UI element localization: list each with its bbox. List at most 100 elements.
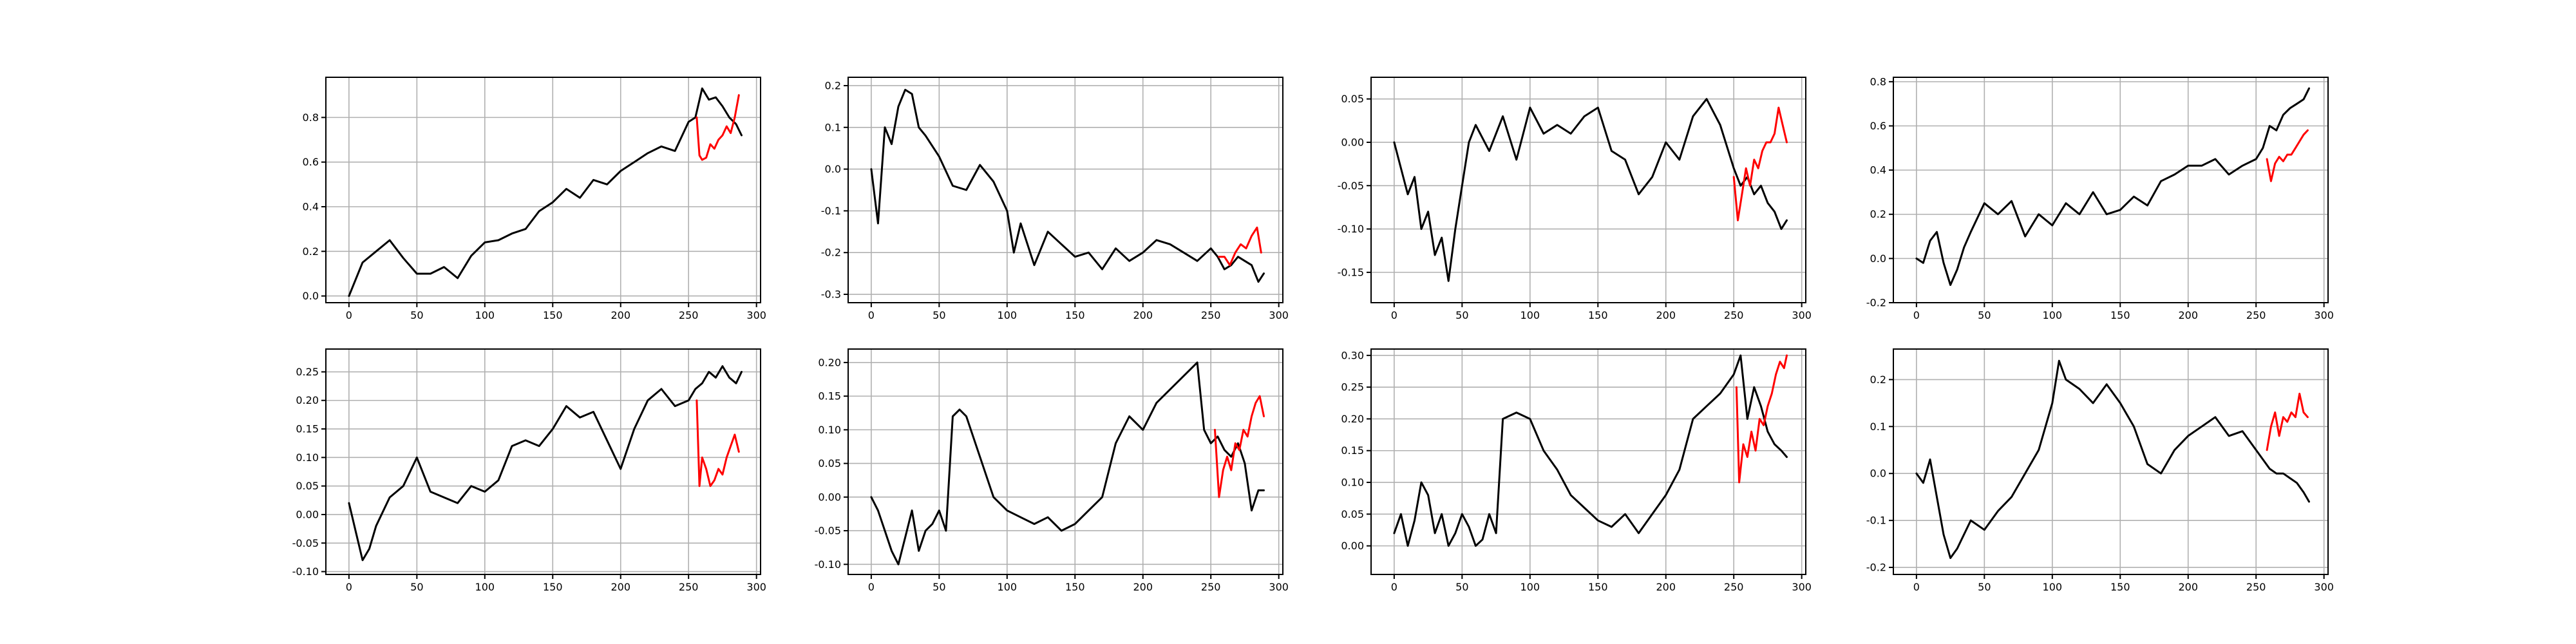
series-line-black bbox=[348, 365, 743, 562]
x-tick-label: 100 bbox=[998, 309, 1018, 321]
y-tick-label: 0.20 bbox=[296, 394, 319, 406]
series-line-red bbox=[1214, 395, 1265, 498]
x-tick-label: 0 bbox=[868, 581, 875, 593]
series-line-red bbox=[2266, 129, 2309, 182]
x-tick-label: 50 bbox=[933, 309, 945, 321]
series-line-red bbox=[1218, 226, 1262, 267]
y-tick-label: -0.1 bbox=[821, 205, 841, 217]
x-tick-label: 50 bbox=[1455, 581, 1468, 593]
x-tick-label: 250 bbox=[679, 581, 699, 593]
y-tick-label: 0.05 bbox=[1341, 508, 1364, 520]
subplot-7: 0 50 100 150 200 250 300 0.00 0.05 0.10 0.15 0.20 0.… bbox=[1341, 348, 1812, 593]
subplot-6: 0 50 100 150 200 250 300 -0.10 -0.05 0.00 0.05 0.10… bbox=[815, 348, 1289, 593]
subplot-2: 0 50 100 150 200 250 300 -0.3 -0.2 -0.1 0.0 0.1 0.2 bbox=[821, 77, 1289, 321]
y-tick-label: -0.10 bbox=[292, 565, 319, 578]
y-tick-label: 0.2 bbox=[303, 245, 319, 258]
y-tick-label: -0.15 bbox=[1338, 266, 1364, 278]
y-tick-label: -0.2 bbox=[1866, 562, 1886, 574]
x-tick-label: 300 bbox=[1792, 581, 1812, 593]
y-tick-label: -0.3 bbox=[821, 289, 841, 301]
x-tick-label: 150 bbox=[1588, 309, 1608, 321]
series-line-black bbox=[1393, 354, 1788, 547]
y-tick-label: 0.0 bbox=[303, 290, 319, 302]
y-tick-label: 0.2 bbox=[1870, 374, 1886, 386]
x-tick-label: 100 bbox=[2043, 309, 2063, 321]
subplot-3: 0 50 100 150 200 250 300 -0.15 -0.10 -0.05 0.00 0.0… bbox=[1338, 77, 1812, 321]
y-tick-label: 0.00 bbox=[1341, 136, 1364, 148]
y-tick-label: 0.0 bbox=[1870, 252, 1886, 265]
x-tick-label: 150 bbox=[1065, 581, 1085, 593]
y-tick-label: 0.00 bbox=[1341, 540, 1364, 552]
axes-frame bbox=[325, 77, 761, 303]
y-tick-label: 0.4 bbox=[1870, 164, 1886, 176]
x-tick-label: 150 bbox=[2110, 581, 2130, 593]
x-tick-label: 150 bbox=[2110, 309, 2130, 321]
series-group bbox=[348, 87, 743, 298]
axes-frame bbox=[848, 77, 1283, 303]
series-group bbox=[1393, 98, 1788, 282]
subplot-1: 0 50 100 150 200 250 300 0.0 0.2 0.4 0.6 0.8 bbox=[303, 77, 766, 321]
y-tick-label: 0.30 bbox=[1341, 349, 1364, 361]
y-tick-label: -0.2 bbox=[1866, 297, 1886, 309]
y-tick-label: 0.6 bbox=[303, 156, 319, 168]
y-tick-label: 0.25 bbox=[296, 366, 319, 378]
x-tick-label: 200 bbox=[1133, 309, 1153, 321]
series-line-black bbox=[1915, 359, 2310, 559]
y-tick-label: 0.6 bbox=[1870, 120, 1886, 132]
x-tick-label: 200 bbox=[2178, 309, 2198, 321]
y-tick-label: 0.05 bbox=[818, 457, 841, 469]
series-line-red bbox=[2266, 392, 2309, 451]
x-tick-label: 300 bbox=[1792, 309, 1812, 321]
x-tick-label: 100 bbox=[1520, 581, 1540, 593]
series-line-black bbox=[870, 361, 1265, 565]
x-tick-label: 300 bbox=[1269, 581, 1289, 593]
series-line-red bbox=[1735, 354, 1788, 484]
x-tick-label: 150 bbox=[543, 581, 563, 593]
axes-frame bbox=[1893, 348, 2329, 575]
y-tick-label: 0.05 bbox=[1341, 93, 1364, 105]
x-tick-label: 0 bbox=[346, 309, 352, 321]
series-line-red bbox=[1732, 106, 1788, 222]
x-tick-label: 100 bbox=[475, 581, 495, 593]
x-tick-label: 300 bbox=[746, 309, 766, 321]
y-tick-label: 0.05 bbox=[296, 480, 319, 492]
series-group bbox=[870, 361, 1265, 565]
x-tick-label: 300 bbox=[2314, 581, 2334, 593]
x-tick-label: 200 bbox=[1656, 581, 1676, 593]
y-tick-label: 0.15 bbox=[818, 390, 841, 402]
x-tick-label: 100 bbox=[2043, 581, 2063, 593]
axes-frame bbox=[848, 348, 1283, 575]
x-tick-label: 200 bbox=[1133, 581, 1153, 593]
x-tick-label: 50 bbox=[1978, 581, 1991, 593]
y-tick-label: 0.20 bbox=[1341, 413, 1364, 425]
series-group bbox=[1915, 359, 2310, 559]
x-tick-label: 150 bbox=[1065, 309, 1085, 321]
x-tick-label: 250 bbox=[679, 309, 699, 321]
series-line-black bbox=[1915, 87, 2310, 286]
y-tick-label: 0.20 bbox=[818, 356, 841, 368]
x-tick-label: 0 bbox=[1913, 309, 1920, 321]
x-tick-label: 100 bbox=[1520, 309, 1540, 321]
series-line-red bbox=[696, 399, 740, 488]
y-tick-label: -0.10 bbox=[1338, 223, 1364, 235]
x-tick-label: 300 bbox=[746, 581, 766, 593]
x-tick-label: 250 bbox=[2246, 309, 2266, 321]
y-tick-label: 0.1 bbox=[1870, 421, 1886, 433]
subplot-5: 0 50 100 150 200 250 300 -0.10 -0.05 0.00 0.05 0.10… bbox=[292, 348, 766, 593]
y-tick-label: 0.25 bbox=[1341, 381, 1364, 393]
x-tick-label: 50 bbox=[410, 581, 423, 593]
x-tick-label: 0 bbox=[868, 309, 875, 321]
y-tick-label: -0.05 bbox=[815, 525, 841, 537]
x-tick-label: 250 bbox=[1201, 581, 1221, 593]
axes-frame bbox=[1370, 77, 1806, 303]
series-group bbox=[1393, 354, 1788, 547]
x-tick-label: 250 bbox=[1201, 309, 1221, 321]
subplot-4: 0 50 100 150 200 250 300 -0.2 0.0 0.2 0.4 0.6 0.8 bbox=[1866, 75, 2334, 321]
y-tick-label: 0.00 bbox=[296, 508, 319, 520]
y-tick-label: 0.0 bbox=[825, 163, 841, 175]
y-tick-label: 0.4 bbox=[303, 200, 319, 213]
y-tick-label: 0.00 bbox=[818, 491, 841, 503]
subplot-8: 0 50 100 150 200 250 300 -0.2 -0.1 0.0 0.1 0.2 bbox=[1866, 348, 2334, 593]
y-tick-label: 0.10 bbox=[1341, 477, 1364, 489]
